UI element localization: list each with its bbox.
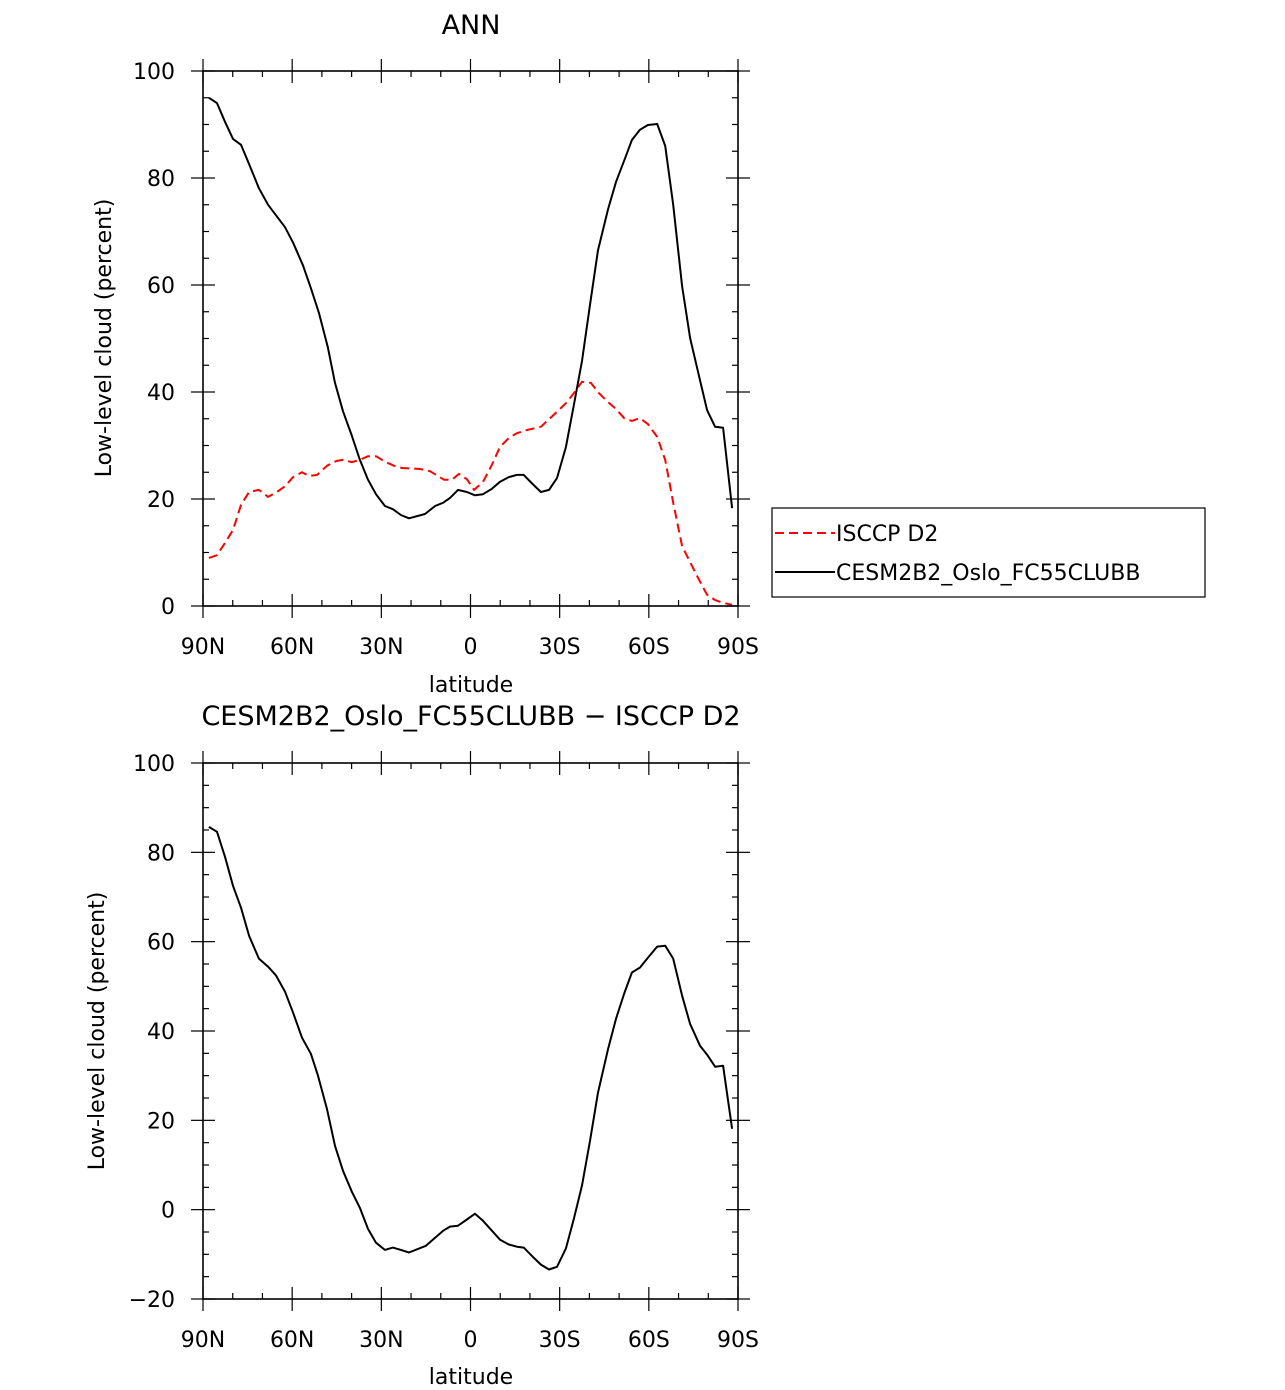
y-tick-label: 20 [147, 1109, 175, 1134]
chart-title: ANN [442, 10, 501, 41]
y-axis-label: Low-level cloud (percent) [85, 892, 110, 1171]
panel-difference: CESM2B2_Oslo_FC55CLUBB − ISCCP D2 Low-le… [85, 701, 759, 1390]
y-tick-label: 80 [147, 167, 175, 192]
plot-frame [202, 762, 739, 1300]
x-axis-label: latitude [429, 673, 513, 698]
y-tick-label: 100 [133, 752, 175, 777]
plot-frame [202, 70, 739, 607]
x-tick-label: 60N [270, 635, 314, 660]
x-tick-label: 60S [628, 635, 670, 660]
series-line-cesm2b2-oslo-fc55clubb [208, 96, 734, 520]
y-tick-label: 60 [147, 931, 175, 956]
y-tick-label: 0 [161, 1199, 175, 1224]
series-line-isccp-d2 [208, 380, 733, 606]
y-tick-label: 80 [147, 841, 175, 866]
panel-annual: ANN Low-level cloud (percent) latitude 9… [92, 10, 1206, 698]
plot-area: 90N 60N 30N 0 30S 60S 90S 0 20 40 60 80 100 [133, 59, 759, 660]
x-tick-label: 30N [359, 635, 403, 660]
y-tick-label: 0 [161, 595, 175, 620]
x-tick-label: 30N [359, 1328, 403, 1353]
legend-box [771, 507, 1206, 598]
x-tick-label: 90S [717, 635, 759, 660]
legend: ISCCP D2 CESM2B2_Oslo_FC55CLUBB [771, 507, 1206, 598]
x-tick-label: 30S [539, 635, 581, 660]
y-tick-label: 20 [147, 488, 175, 513]
x-tick-label: 60S [628, 1328, 670, 1353]
y-axis-label: Low-level cloud (percent) [92, 199, 117, 478]
x-tick-label: 0 [464, 1328, 478, 1353]
legend-label-isccp: ISCCP D2 [836, 522, 938, 547]
x-tick-label: 30S [539, 1328, 581, 1353]
y-tick-label: −20 [129, 1288, 175, 1313]
y-tick-label: 100 [133, 60, 175, 85]
plot-area: 90N 60N 30N 0 30S 60S 90S −20 0 20 40 60 80 100 [129, 751, 759, 1353]
y-tick-label: 60 [147, 274, 175, 299]
x-tick-label: 90N [181, 1328, 225, 1353]
series-line-difference [208, 826, 734, 1271]
legend-label-model: CESM2B2_Oslo_FC55CLUBB [836, 561, 1140, 586]
x-tick-label: 0 [464, 635, 478, 660]
x-tick-label: 90N [181, 635, 225, 660]
chart-title: CESM2B2_Oslo_FC55CLUBB − ISCCP D2 [201, 701, 740, 732]
x-tick-label: 90S [717, 1328, 759, 1353]
x-axis-label: latitude [429, 1365, 513, 1390]
y-tick-label: 40 [147, 1020, 175, 1045]
x-tick-label: 60N [270, 1328, 314, 1353]
y-tick-label: 40 [147, 381, 175, 406]
